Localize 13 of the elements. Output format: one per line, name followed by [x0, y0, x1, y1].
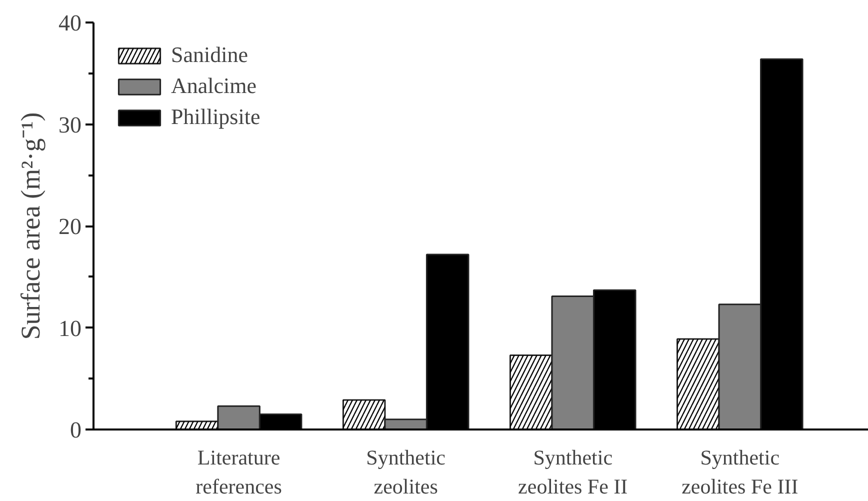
legend-label: Sanidine [171, 42, 248, 68]
y-tick-label: 40 [58, 10, 82, 36]
y-tick-label: 10 [58, 316, 82, 341]
y-axis-title: Surface area (m²·g⁻¹) [16, 112, 46, 340]
y-tick-label: 30 [58, 112, 82, 138]
y-tick-label: 20 [58, 214, 82, 239]
x-tick-label: Synthetic zeolites Fe II [518, 446, 628, 498]
legend-label: Phillipsite [171, 104, 260, 130]
x-tick-label: Synthetic zeolites Fe III [682, 446, 798, 498]
x-tick-label: Synthetic zeolites [366, 446, 446, 498]
legend-label: Analcime [171, 73, 257, 99]
x-tick-label: Literature references [196, 446, 282, 498]
y-tick-label: 0 [70, 418, 82, 442]
